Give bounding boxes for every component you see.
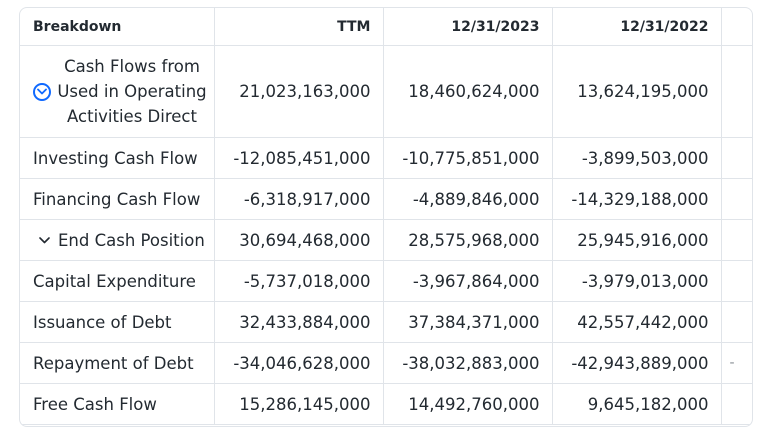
table-row: Cash Flows from Used in Operating Activi… — [20, 45, 752, 138]
row-label: Repayment of Debt — [20, 342, 215, 384]
row-label: Cash Flows from Used in Operating Activi… — [52, 54, 212, 129]
cell-ttm: -34,046,628,000 — [214, 342, 384, 384]
cell-2023: 37,384,371,000 — [383, 301, 553, 343]
cell-2022: 25,945,916,000 — [552, 219, 722, 261]
cash-flow-table: Breakdown TTM 12/31/2023 12/31/2022 Cash… — [20, 8, 752, 425]
header-breakdown: Breakdown — [20, 8, 215, 46]
cell-2022: -14,329,188,000 — [552, 178, 722, 220]
cell-2023: -4,889,846,000 — [383, 178, 553, 220]
row-label: Financing Cash Flow — [20, 178, 215, 220]
cell-partial — [721, 178, 752, 220]
cell-ttm: -5,737,018,000 — [214, 260, 384, 302]
row-label: Investing Cash Flow — [20, 137, 215, 179]
cell-2023: 14,492,760,000 — [383, 383, 553, 425]
cell-2022: -3,979,013,000 — [552, 260, 722, 302]
row-label-line: Used in Operating — [57, 82, 207, 101]
cell-2023: 18,460,624,000 — [383, 45, 553, 138]
row-label: End Cash Position — [58, 230, 205, 250]
cell-ttm: 30,694,468,000 — [214, 219, 384, 261]
cell-ttm: 15,286,145,000 — [214, 383, 384, 425]
row-label: Free Cash Flow — [20, 383, 215, 425]
cell-partial — [721, 301, 752, 343]
cash-flow-table-container: Breakdown TTM 12/31/2023 12/31/2022 Cash… — [19, 7, 753, 427]
cell-2022: -42,943,889,000 — [552, 342, 722, 384]
chevron-down-circle-icon[interactable] — [33, 82, 51, 101]
cell-ttm: 21,023,163,000 — [214, 45, 384, 138]
row-label-cell: Cash Flows from Used in Operating Activi… — [20, 45, 215, 138]
cell-ttm: 32,433,884,000 — [214, 301, 384, 343]
table-row: End Cash Position 30,694,468,000 28,575,… — [20, 219, 752, 261]
table-row: Repayment of Debt -34,046,628,000 -38,03… — [20, 342, 752, 384]
cell-partial — [721, 383, 752, 425]
cell-partial — [721, 219, 752, 261]
chevron-down-icon[interactable] — [36, 236, 52, 244]
table-row: Investing Cash Flow -12,085,451,000 -10,… — [20, 137, 752, 179]
row-label-cell: End Cash Position — [20, 219, 215, 261]
header-2023: 12/31/2023 — [383, 8, 553, 46]
table-row: Issuance of Debt 32,433,884,000 37,384,3… — [20, 301, 752, 343]
row-label-line: Activities Direct — [67, 107, 197, 126]
cell-partial: - — [721, 342, 752, 384]
cell-ttm: -12,085,451,000 — [214, 137, 384, 179]
table-row: Free Cash Flow 15,286,145,000 14,492,760… — [20, 383, 752, 425]
cell-ttm: -6,318,917,000 — [214, 178, 384, 220]
header-2022: 12/31/2022 — [552, 8, 722, 46]
row-label: Issuance of Debt — [20, 301, 215, 343]
cell-2022: 42,557,442,000 — [552, 301, 722, 343]
cell-partial — [721, 45, 752, 138]
cell-2022: 9,645,182,000 — [552, 383, 722, 425]
cell-2022: 13,624,195,000 — [552, 45, 722, 138]
cell-2022: -3,899,503,000 — [552, 137, 722, 179]
cell-2023: 28,575,968,000 — [383, 219, 553, 261]
cell-2023: -38,032,883,000 — [383, 342, 553, 384]
table-row: Capital Expenditure -5,737,018,000 -3,96… — [20, 260, 752, 302]
row-label: Capital Expenditure — [20, 260, 215, 302]
cell-partial — [721, 260, 752, 302]
header-partial-column — [721, 8, 752, 46]
cell-2023: -3,967,864,000 — [383, 260, 553, 302]
cell-partial — [721, 137, 752, 179]
table-header-row: Breakdown TTM 12/31/2023 12/31/2022 — [20, 8, 752, 46]
table-row: Financing Cash Flow -6,318,917,000 -4,88… — [20, 178, 752, 220]
header-ttm: TTM — [214, 8, 384, 46]
cell-2023: -10,775,851,000 — [383, 137, 553, 179]
row-label-line: Cash Flows from — [64, 57, 200, 76]
